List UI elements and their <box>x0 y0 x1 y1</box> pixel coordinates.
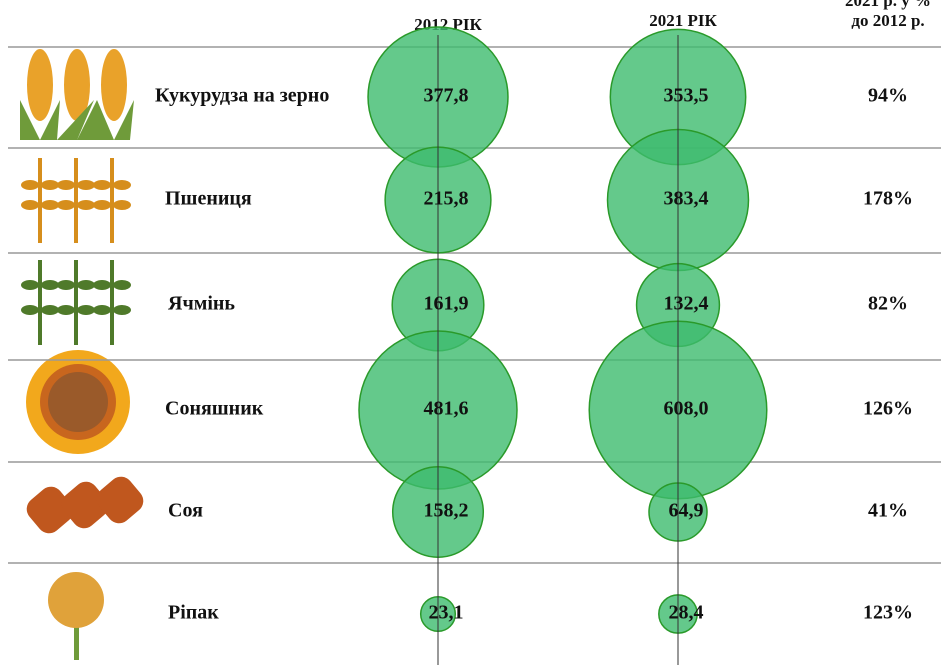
value-label: 64,9 <box>669 500 704 522</box>
ratio-label: 94% <box>868 85 908 107</box>
value-label: 353,5 <box>664 85 709 107</box>
ratio-label: 82% <box>868 293 908 315</box>
category-label: Соняшник <box>165 398 264 420</box>
icon-corn <box>20 49 134 140</box>
category-label: Соя <box>168 500 203 522</box>
value-label: 132,4 <box>664 293 709 315</box>
ratio-label: 178% <box>863 188 913 210</box>
icon-soy <box>26 476 144 534</box>
ratio-label: 41% <box>868 500 908 522</box>
value-label: 28,4 <box>669 602 704 624</box>
category-label: Кукурудза на зерно <box>155 85 329 107</box>
value-label: 383,4 <box>664 188 709 210</box>
value-label: 23,1 <box>429 602 464 624</box>
icon-sunflower <box>26 350 130 454</box>
category-label: Ячмінь <box>168 293 235 315</box>
column-header: 2021 р. у % <box>845 0 931 10</box>
value-label: 377,8 <box>424 85 469 107</box>
icon-wheat <box>21 158 131 243</box>
value-label: 161,9 <box>424 293 469 315</box>
ratio-label: 126% <box>863 398 913 420</box>
value-label: 215,8 <box>424 188 469 210</box>
icon-rapeseed <box>48 572 104 660</box>
column-header: до 2012 р. <box>851 11 924 30</box>
value-label: 608,0 <box>664 398 709 420</box>
ratio-label: 123% <box>863 602 913 624</box>
value-label: 158,2 <box>424 500 469 522</box>
column-header: 2021 РІК <box>649 11 717 30</box>
icon-barley <box>21 260 131 345</box>
value-label: 481,6 <box>424 398 469 420</box>
category-label: Пшениця <box>165 188 252 210</box>
category-label: Ріпак <box>168 602 219 624</box>
